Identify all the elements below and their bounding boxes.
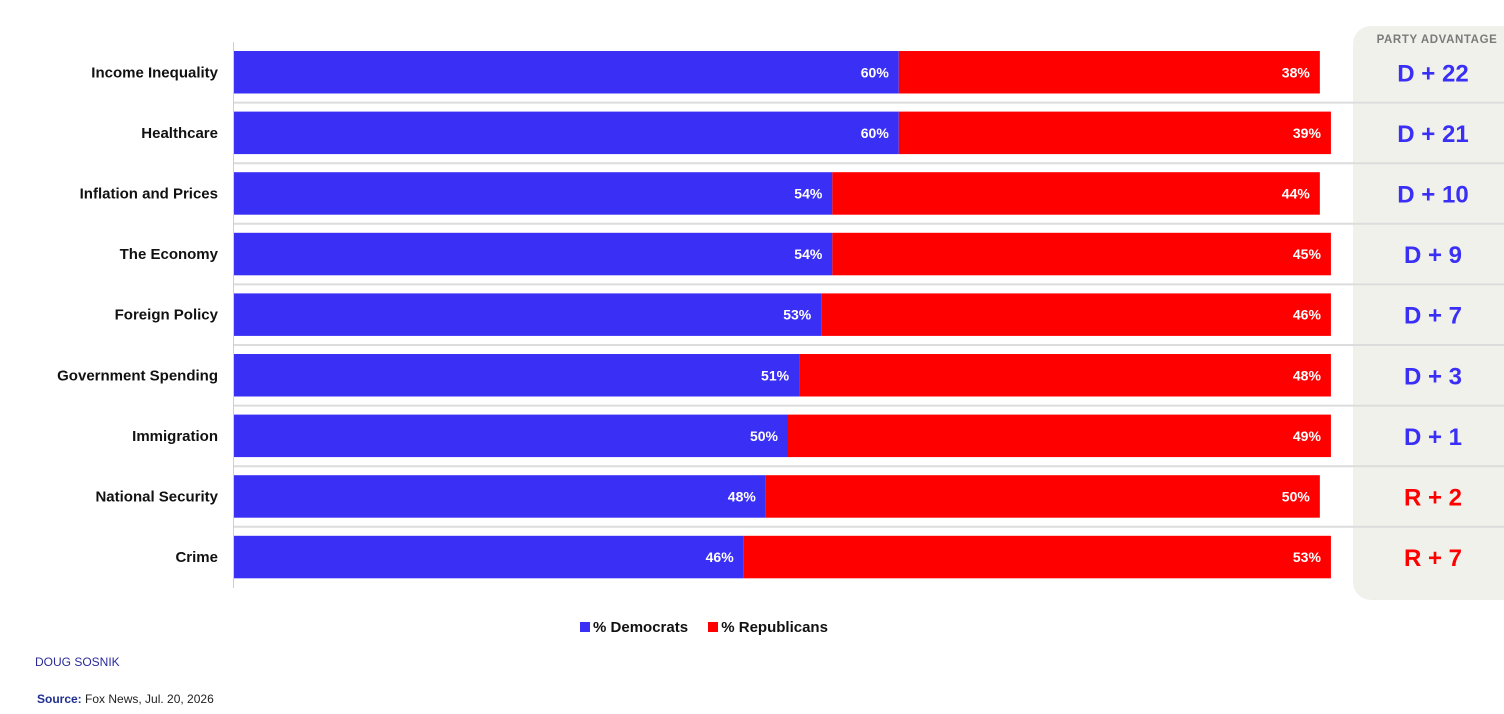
value-label-democrats: 51%	[761, 367, 790, 383]
value-label-republicans: 44%	[1282, 185, 1311, 201]
legend-swatch-democrats	[580, 622, 591, 632]
value-label-democrats: 60%	[861, 125, 890, 141]
legend: % Democrats % Republicans	[0, 619, 1408, 636]
category-label: Income Inequality	[91, 64, 218, 81]
bar-democrats	[234, 51, 899, 94]
bar-democrats	[234, 535, 744, 579]
legend-label-republicans: % Republicans	[721, 619, 828, 636]
bar-chart: PARTY ADVANTAGE Income Inequality 60% 38% D …	[57, 26, 1504, 600]
category-label: The Economy	[120, 246, 219, 263]
source-text: Fox News, Jul. 20, 2026	[81, 692, 214, 706]
bar-republicans	[898, 111, 1331, 155]
category-label: Government Spending	[57, 367, 218, 384]
bar-democrats	[234, 414, 788, 458]
value-label-democrats: 50%	[750, 428, 779, 444]
source-note: Source: Fox News, Jul. 20, 2026	[37, 692, 214, 706]
value-label-republicans: 39%	[1293, 125, 1322, 141]
bar-republicans	[821, 293, 1331, 336]
value-label-republicans: 38%	[1282, 64, 1311, 80]
legend-item-republicans: % Republicans	[708, 619, 828, 636]
bar-republicans	[788, 414, 1331, 458]
value-label-democrats: 48%	[728, 488, 757, 504]
category-label: Healthcare	[141, 125, 218, 142]
advantage-label: R + 2	[1404, 484, 1462, 511]
advantage-label: D + 1	[1404, 424, 1462, 451]
bar-democrats	[234, 354, 800, 397]
bar-republicans	[743, 535, 1331, 579]
bar-republicans	[832, 232, 1331, 276]
category-label: National Security	[95, 488, 218, 505]
bar-democrats	[234, 232, 833, 276]
advantage-label: D + 3	[1404, 363, 1462, 390]
value-label-democrats: 46%	[706, 549, 735, 565]
value-label-republicans: 50%	[1282, 488, 1311, 504]
advantage-label: D + 9	[1404, 242, 1462, 269]
advantage-label: R + 7	[1404, 545, 1462, 572]
bar-republicans	[799, 354, 1331, 397]
value-label-republicans: 46%	[1293, 307, 1322, 323]
source-label: Source:	[37, 692, 82, 706]
legend-item-democrats: % Democrats	[580, 619, 688, 636]
value-label-democrats: 54%	[794, 246, 823, 262]
advantage-panel	[1353, 26, 1504, 600]
category-label: Immigration	[132, 428, 218, 445]
value-label-democrats: 53%	[783, 307, 812, 323]
advantage-header: PARTY ADVANTAGE	[1377, 34, 1498, 46]
bar-democrats	[234, 475, 766, 518]
advantage-label: D + 22	[1397, 60, 1468, 87]
value-label-democrats: 60%	[861, 64, 890, 80]
bar-republicans	[898, 51, 1320, 94]
advantage-label: D + 21	[1397, 121, 1468, 148]
advantage-label: D + 7	[1404, 303, 1462, 330]
bar-democrats	[234, 172, 833, 215]
bar-democrats	[234, 111, 899, 155]
value-label-democrats: 54%	[794, 185, 823, 201]
category-label: Crime	[175, 549, 218, 566]
category-label: Foreign Policy	[115, 307, 219, 324]
category-label: Inflation and Prices	[80, 185, 218, 202]
value-label-republicans: 45%	[1293, 246, 1322, 262]
legend-swatch-republicans	[708, 622, 719, 632]
bar-democrats	[234, 293, 822, 336]
advantage-label: D + 10	[1397, 181, 1468, 208]
bar-republicans	[832, 172, 1320, 215]
credit: DOUG SOSNIK	[35, 655, 120, 669]
value-label-republicans: 48%	[1293, 367, 1322, 383]
value-label-republicans: 53%	[1293, 549, 1322, 565]
value-label-republicans: 49%	[1293, 428, 1322, 444]
bar-republicans	[765, 475, 1320, 518]
legend-label-democrats: % Democrats	[593, 619, 689, 636]
